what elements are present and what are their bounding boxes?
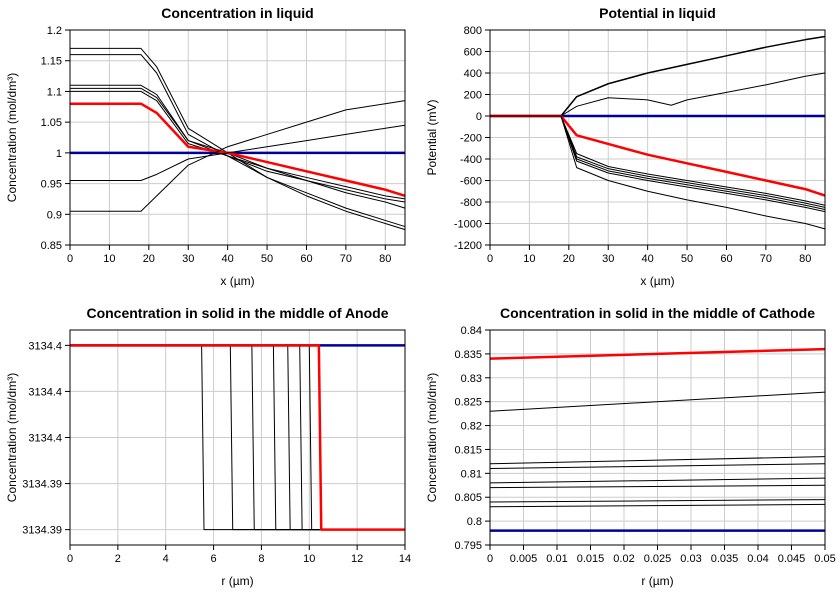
panel-solid-cathode: 0 0.005 0.01 0.015 0.02 0.025 0.03 0.035 0.04 0.0… [420,300,840,600]
panel-liquid-conc: 0 10 20 30 40 50 60 70 80 0.85 0.9 0.95 1 1.05 1.1 1.15… [0,0,420,300]
y-tick-label: 1.15 [41,56,62,68]
y-tick-label: 3134.4 [28,340,62,352]
y-tick-label: -400 [460,154,482,166]
y-tick-label: 1.1 [47,86,62,98]
y-tick-label: -1000 [454,219,482,231]
y-tick-label: 1.05 [41,117,62,129]
x-tick-label: 80 [799,253,811,265]
x-tick-label: 0.035 [711,553,739,565]
y-tick-label: -800 [460,197,482,209]
x-tick-label: 0.015 [577,553,605,565]
x-tick-label: 0.03 [680,553,701,565]
x-tick-label: 60 [720,253,732,265]
x-tick-label: 4 [163,553,169,565]
y-axis-label: Potential (mV) [425,99,439,175]
y-tick-label: 0.9 [47,209,62,221]
x-tick-label: 0.04 [747,553,768,565]
y-tick-label: 3134.39 [22,525,62,537]
chart-title: Concentration in solid in the middle of … [500,305,815,321]
x-tick-label: 0.025 [644,553,672,565]
y-tick-label: 3134.4 [28,386,62,398]
x-tick-label: 12 [351,553,363,565]
x-tick-label: 0.005 [510,553,538,565]
x-axis-label: r (µm) [641,574,673,588]
y-tick-label: 3134.4 [28,433,62,445]
y-tick-label: 400 [464,68,482,80]
y-tick-label: 0.81 [461,468,482,480]
x-tick-label: 0.01 [546,553,567,565]
x-tick-label: 0 [67,553,73,565]
x-tick-label: 10 [523,253,535,265]
y-tick-label: 0.85 [41,240,62,252]
x-tick-label: 10 [303,553,315,565]
chart-title: Potential in liquid [599,5,716,21]
panel-solid-anode: 0 2 4 6 8 10 12 14 3134.39 3134.39 3134.4 3134.4 313… [0,300,420,600]
y-tick-label: -600 [460,176,482,188]
x-tick-label: 70 [760,253,772,265]
y-tick-label: 0 [476,111,482,123]
x-tick-label: 10 [103,253,115,265]
x-tick-label: 14 [399,553,411,565]
x-tick-label: 0 [487,253,493,265]
x-tick-label: 2 [115,553,121,565]
x-tick-label: 30 [602,253,614,265]
x-tick-label: 0 [487,553,493,565]
y-tick-label: 0.835 [454,349,482,361]
y-tick-label: 0.805 [454,492,482,504]
x-tick-label: 0.045 [778,553,806,565]
x-tick-label: 0 [67,253,73,265]
x-axis-label: r (µm) [221,574,253,588]
y-axis-label: Concentration (mol/dm³) [5,73,19,202]
y-axis-label: Concentration (mol/dm³) [425,373,439,502]
x-tick-label: 8 [258,553,264,565]
y-tick-label: 600 [464,47,482,59]
chart-title: Concentration in liquid [161,5,313,21]
y-tick-label: 1.2 [47,25,62,37]
x-tick-label: 70 [340,253,352,265]
x-tick-label: 50 [681,253,693,265]
x-tick-label: 0.05 [814,553,835,565]
x-tick-label: 40 [222,253,234,265]
y-tick-label: -200 [460,133,482,145]
y-tick-label: 0.83 [461,373,482,385]
x-tick-label: 60 [300,253,312,265]
y-tick-label: -1200 [454,240,482,252]
x-tick-label: 20 [563,253,575,265]
y-tick-label: 0.815 [454,444,482,456]
chart-title: Concentration in solid in the middle of … [86,305,388,321]
y-tick-label: 800 [464,25,482,37]
x-tick-label: 40 [642,253,654,265]
y-tick-label: 0.795 [454,540,482,552]
x-axis-label: x (µm) [640,274,674,288]
x-axis-label: x (µm) [220,274,254,288]
panel-liquid-potential: 0 10 20 30 40 50 60 70 80 -1200 -1000 -800 -600 -400 -… [420,0,840,300]
x-tick-label: 20 [143,253,155,265]
x-tick-label: 0.02 [613,553,634,565]
y-tick-label: 0.82 [461,421,482,433]
y-tick-label: 0.95 [41,179,62,191]
x-tick-label: 80 [379,253,391,265]
x-tick-label: 30 [182,253,194,265]
y-tick-label: 0.825 [454,397,482,409]
y-tick-label: 0.84 [461,325,482,337]
x-tick-label: 50 [261,253,273,265]
chart-grid: 010203040506070800.850.90.9511.051.11.15… [0,0,840,600]
y-tick-label: 200 [464,90,482,102]
x-tick-label: 6 [211,553,217,565]
y-axis-label: Concentration (mol/dm³) [5,373,19,502]
y-tick-label: 1 [56,148,62,160]
y-tick-label: 0.8 [467,516,482,528]
y-tick-label: 3134.39 [22,479,62,491]
